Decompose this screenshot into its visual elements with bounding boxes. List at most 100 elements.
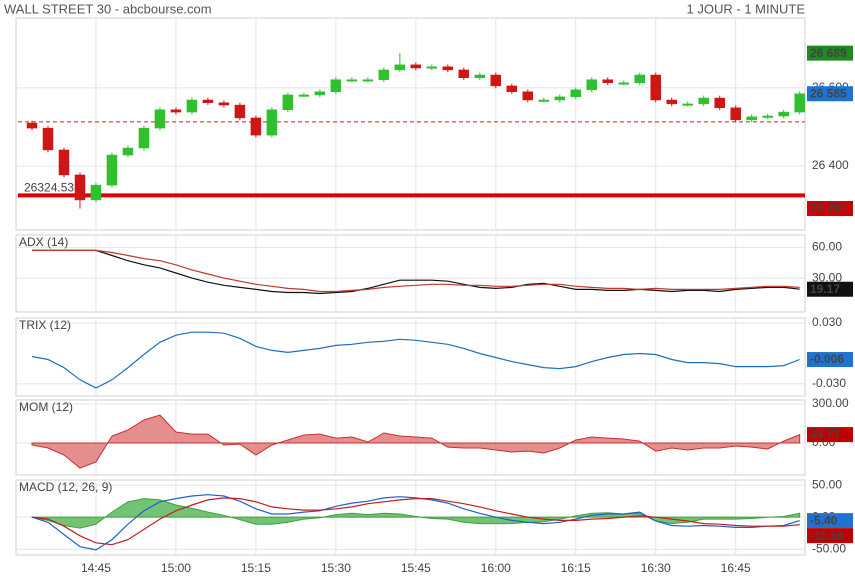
candle-body xyxy=(202,99,214,103)
candle-body xyxy=(330,79,342,93)
candle-body xyxy=(234,104,246,119)
candle-body xyxy=(522,91,534,101)
candle-body xyxy=(138,127,150,149)
candle-body xyxy=(682,103,693,106)
candle-body xyxy=(714,97,725,109)
x-tick-label: 15:30 xyxy=(321,561,351,575)
value-box xyxy=(807,427,853,443)
candle-body xyxy=(42,127,54,151)
line-series xyxy=(31,497,800,546)
x-tick-label: 14:45 xyxy=(81,561,111,575)
y-tick-label: 50.00 xyxy=(812,477,842,491)
x-tick-label: 16:15 xyxy=(561,561,591,575)
candle-body xyxy=(186,99,198,113)
x-tick-label: 15:15 xyxy=(241,561,271,575)
value-box-label: -0.006 xyxy=(810,352,844,366)
y-tick-label: -50.00 xyxy=(812,541,846,555)
candle-body xyxy=(170,109,182,113)
reference-label: 26324.53 xyxy=(24,181,74,195)
line-series xyxy=(31,331,800,389)
candle-body xyxy=(554,96,566,101)
panel-frame xyxy=(15,317,806,397)
candle-body xyxy=(90,184,102,201)
x-tick-label: 16:45 xyxy=(721,561,751,575)
value-box xyxy=(807,201,853,217)
candle-body xyxy=(394,64,406,71)
candle-body xyxy=(778,111,789,117)
panel-frame xyxy=(15,17,806,231)
value-box-label: 26 291 xyxy=(810,201,847,215)
value-box xyxy=(807,86,853,102)
area-series xyxy=(31,498,801,529)
candle-body xyxy=(58,149,70,176)
candle-body xyxy=(26,122,38,129)
value-box-label: 26 689 xyxy=(810,46,847,60)
x-tick-label: 16:00 xyxy=(481,561,511,575)
candle-body xyxy=(122,147,134,156)
y-tick-label: 26 400 xyxy=(812,158,849,172)
value-box xyxy=(807,45,853,61)
line-series xyxy=(32,249,800,295)
value-box-label: 64.77 xyxy=(810,427,840,441)
y-tick-label: -0.030 xyxy=(812,376,846,390)
panel-title: TRIX (12) xyxy=(19,318,71,332)
candle-body xyxy=(730,107,741,121)
candle-body xyxy=(106,154,118,186)
value-box xyxy=(807,352,853,368)
candle-body xyxy=(426,66,438,69)
candle-body xyxy=(650,74,661,101)
y-tick-label: 0.030 xyxy=(812,315,842,329)
candle-body xyxy=(666,99,677,105)
x-tick-label: 15:45 xyxy=(401,561,431,575)
candle-body xyxy=(474,74,486,78)
y-tick-label: 30.00 xyxy=(812,270,842,284)
candle-body xyxy=(346,79,358,82)
area-series xyxy=(31,414,801,469)
candle-body xyxy=(538,99,550,102)
candle-body xyxy=(490,74,502,87)
candle-body xyxy=(282,94,294,110)
panel-frame xyxy=(15,234,806,313)
candle-body xyxy=(218,102,230,106)
line-series xyxy=(31,494,800,551)
page-title: WALL STREET 30 - abcbourse.com xyxy=(4,1,212,16)
candle-body xyxy=(154,109,166,129)
y-tick-label: 300.00 xyxy=(812,396,849,410)
candle-body xyxy=(762,115,773,118)
candle-body xyxy=(618,82,629,85)
value-box-label: -11.58 xyxy=(810,528,844,542)
candle-body xyxy=(634,74,645,84)
value-box xyxy=(807,513,853,529)
value-box-label: 19.17 xyxy=(810,282,840,296)
candle-body xyxy=(298,94,310,97)
panel-title: MACD (12, 26, 9) xyxy=(19,480,112,494)
line-series xyxy=(32,249,800,293)
candle-body xyxy=(74,174,86,201)
x-tick-label: 16:30 xyxy=(641,561,671,575)
value-box-label: -5.40 xyxy=(810,513,838,527)
candle-body xyxy=(602,79,613,84)
value-box xyxy=(807,528,853,544)
candle-body xyxy=(746,116,757,121)
candle-body xyxy=(794,93,805,113)
candle-body xyxy=(458,69,470,78)
value-box-label: 26 585 xyxy=(810,86,847,100)
candle-body xyxy=(570,89,582,98)
value-box xyxy=(807,281,853,297)
candle-body xyxy=(410,64,422,69)
candle-body xyxy=(314,91,326,96)
candle-body xyxy=(586,79,598,91)
candle-body xyxy=(442,66,454,71)
candle-body xyxy=(250,117,262,136)
period: 1 JOUR - 1 MINUTE xyxy=(687,1,806,16)
y-tick-label: 60.00 xyxy=(812,239,842,253)
candle-body xyxy=(266,109,278,136)
candle-body xyxy=(362,79,374,82)
candle-body xyxy=(378,69,390,80)
x-tick-label: 15:00 xyxy=(161,561,191,575)
candle-body xyxy=(698,97,709,105)
candle-body xyxy=(506,85,518,93)
panel-title: ADX (14) xyxy=(19,235,68,249)
panel-title: MOM (12) xyxy=(19,400,73,414)
